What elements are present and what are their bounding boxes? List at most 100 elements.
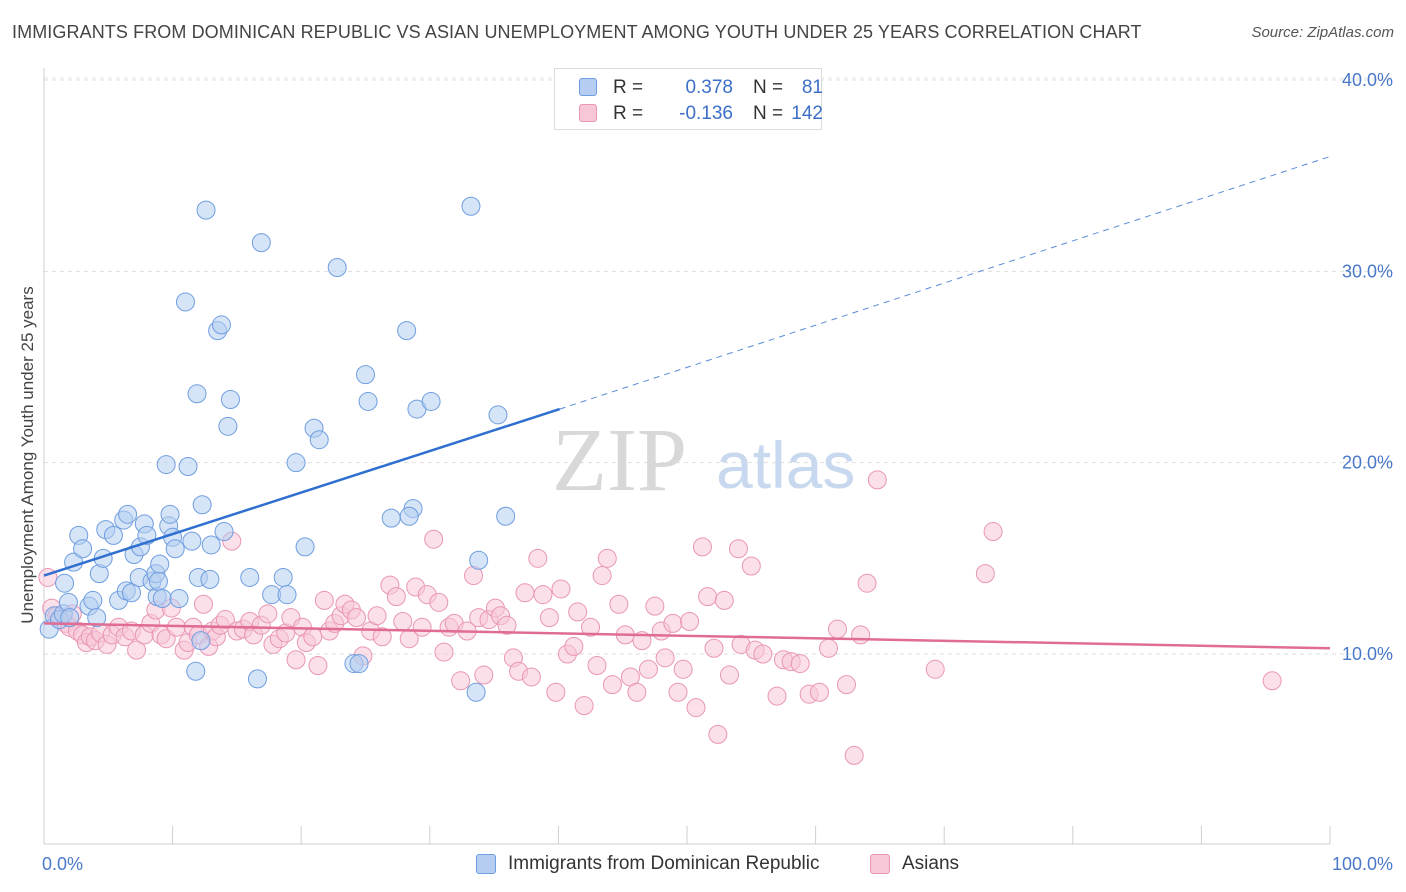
- point-dominican: [186, 661, 206, 681]
- point-asian: [663, 613, 683, 633]
- watermark-zip: ZIP: [552, 411, 687, 510]
- point-asian: [539, 608, 559, 628]
- point-asian: [451, 671, 471, 691]
- point-asian: [719, 665, 739, 685]
- legend-label-asians: Asians: [902, 853, 960, 874]
- point-asian: [528, 548, 548, 568]
- point-dominican: [295, 537, 315, 557]
- stats-n-value: 142: [791, 103, 823, 124]
- y-tick-label: 20.0%: [1342, 453, 1393, 473]
- y-tick-label: 10.0%: [1342, 644, 1393, 664]
- point-asian: [844, 745, 864, 765]
- point-dominican: [187, 384, 207, 404]
- point-asian: [258, 604, 278, 624]
- point-asian: [303, 627, 323, 647]
- point-dominican: [200, 569, 220, 589]
- point-dominican: [397, 321, 417, 341]
- point-asian: [728, 539, 748, 559]
- point-asian: [367, 606, 387, 626]
- point-asian: [673, 659, 693, 679]
- point-asian: [692, 537, 712, 557]
- point-asian: [424, 529, 444, 549]
- stats-box: R = 0.378 N = 81 R = -0.136 N = 142: [554, 68, 823, 130]
- point-dominican: [160, 504, 180, 524]
- point-asian: [827, 619, 847, 639]
- point-dominican: [251, 233, 271, 253]
- legend-swatch-dominican: [476, 854, 496, 874]
- point-asian: [638, 659, 658, 679]
- point-dominican: [178, 456, 198, 476]
- point-dominican: [247, 669, 267, 689]
- point-dominican: [356, 365, 375, 385]
- point-asian: [680, 611, 700, 631]
- stats-n-label: N =: [753, 77, 784, 98]
- gridlines: [44, 77, 1393, 655]
- point-asian: [704, 638, 724, 658]
- point-asian: [655, 648, 675, 668]
- data-points: [38, 196, 1282, 765]
- stats-n-label: N =: [753, 103, 784, 124]
- point-dominican: [165, 539, 185, 559]
- x-tick-label-min: 0.0%: [42, 854, 83, 874]
- point-dominican: [496, 506, 516, 526]
- trend-lines: [43, 156, 1331, 650]
- point-asian: [474, 665, 494, 685]
- watermark: ZIP atlas: [552, 411, 855, 510]
- axes: [43, 68, 1331, 845]
- point-asian: [925, 659, 945, 679]
- point-asian: [668, 682, 688, 702]
- point-asian: [193, 594, 213, 614]
- point-dominican: [399, 506, 419, 526]
- trend-line-dominican: [43, 407, 561, 577]
- point-dominican: [381, 508, 401, 528]
- point-asian: [429, 592, 449, 612]
- point-asian: [574, 696, 594, 716]
- point-asian: [434, 642, 454, 662]
- point-dominican: [286, 453, 306, 473]
- point-asian: [581, 617, 601, 637]
- point-dominican: [175, 292, 195, 312]
- point-dominican: [201, 535, 221, 555]
- point-dominican: [466, 682, 486, 702]
- point-asian: [597, 548, 617, 568]
- point-dominican: [169, 589, 189, 609]
- point-asian: [308, 655, 328, 675]
- point-asian: [568, 602, 588, 622]
- point-asian: [551, 579, 571, 599]
- point-asian: [564, 636, 584, 656]
- point-asian: [592, 566, 612, 586]
- point-asian: [215, 610, 235, 630]
- point-dominican: [60, 608, 80, 628]
- point-asian: [127, 640, 147, 660]
- point-asian: [686, 698, 706, 718]
- point-asian: [818, 638, 838, 658]
- y-tick-label: 30.0%: [1342, 261, 1393, 281]
- point-asian: [790, 654, 810, 674]
- point-dominican: [150, 554, 170, 574]
- point-asian: [867, 470, 887, 490]
- point-asian: [836, 675, 856, 695]
- point-asian: [609, 594, 629, 614]
- stats-r-value: 0.378: [685, 77, 733, 98]
- point-asian: [627, 682, 647, 702]
- point-dominican: [121, 583, 141, 603]
- y-tick-label: 40.0%: [1342, 70, 1393, 90]
- point-dominican: [148, 571, 168, 591]
- point-asian: [975, 564, 995, 584]
- point-asian: [346, 608, 366, 628]
- point-dominican: [421, 391, 441, 411]
- point-dominican: [55, 573, 75, 593]
- point-asian: [857, 573, 877, 593]
- point-dominican: [73, 539, 93, 559]
- point-asian: [809, 682, 829, 702]
- point-dominican: [488, 405, 508, 425]
- point-dominican: [218, 416, 238, 436]
- point-asian: [602, 675, 622, 695]
- point-asian: [521, 667, 541, 687]
- point-dominican: [156, 455, 176, 475]
- legend: Immigrants from Dominican Republic Asian…: [0, 850, 1406, 880]
- point-asian: [314, 590, 334, 610]
- point-asian: [372, 627, 392, 647]
- point-asian: [851, 625, 871, 645]
- point-asian: [546, 682, 566, 702]
